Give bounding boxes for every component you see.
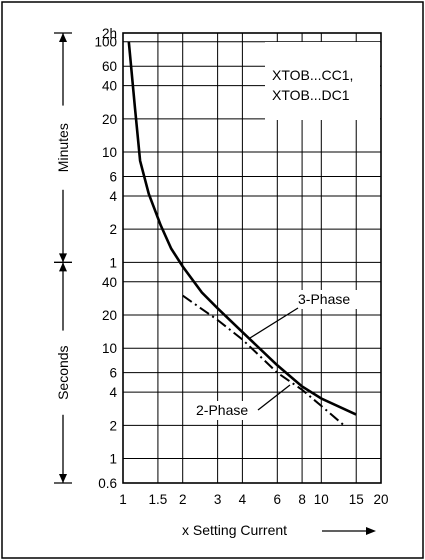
y-tick-label: 10 (102, 341, 117, 356)
y-tick-label: 20 (102, 308, 117, 323)
y-tick-label: 1 (109, 255, 117, 270)
y-tick-label: 20 (102, 112, 117, 127)
y-tick-label: 6 (109, 170, 117, 185)
y-tick-label: 2h (102, 26, 117, 41)
x-tick-label: 4 (239, 492, 247, 507)
y-group-indicators: Minutes Seconds (54, 32, 72, 484)
y-tick-label: 2 (109, 222, 117, 237)
y-tick-label: 100 (94, 35, 117, 50)
x-tick-label: 1.5 (149, 492, 168, 507)
y-tick-label: 4 (109, 189, 117, 204)
series (127, 41, 357, 427)
x-tick-label: 15 (349, 492, 364, 507)
x-tick-label: 8 (298, 492, 306, 507)
arrow-down-icon (59, 474, 67, 483)
y-tick-label: 2 (109, 418, 117, 433)
series-label-bg (192, 401, 258, 420)
y-group-label: Minutes (55, 123, 71, 172)
x-tick-label: 20 (373, 492, 388, 507)
arrow-right-icon (366, 527, 376, 535)
x-tick-label: 2 (179, 492, 187, 507)
x-axis-title: x Setting Current (182, 522, 287, 538)
plot-area (122, 32, 382, 484)
arrow-up-icon (59, 262, 67, 272)
arrow-up-icon (59, 33, 67, 42)
y-tick-label: 1 (109, 452, 117, 467)
y-group-label: Seconds (55, 345, 71, 399)
series-label-leader (257, 384, 291, 411)
series-line-2-phase (182, 294, 345, 427)
y-tick-label: 6 (109, 366, 117, 381)
series-labels: 3-Phase 2-Phase (192, 290, 360, 420)
note-line-2: XTOB...DC1 (272, 87, 350, 103)
y-tick-label: 4 (109, 385, 117, 400)
x-axis-title-group: x Setting Current (182, 522, 376, 538)
note-box (265, 42, 380, 120)
series-label-leader (249, 307, 299, 339)
series-label-bg (294, 290, 360, 309)
x-tick-label: 3 (214, 492, 222, 507)
series-line-3-phase (127, 41, 357, 416)
y-tick-label: 40 (102, 79, 117, 94)
y-tick-label: 10 (102, 145, 117, 160)
y-tick-label: 40 (102, 275, 117, 290)
y-tick-label: 60 (102, 59, 117, 74)
x-tick-label: 6 (274, 492, 282, 507)
x-tick-label: 10 (314, 492, 329, 507)
x-tick-label: 1 (119, 492, 127, 507)
arrow-down-icon (59, 253, 67, 263)
series-label: 2-Phase (196, 402, 248, 418)
series-label: 3-Phase (298, 291, 350, 307)
note-line-1: XTOB...CC1, (272, 67, 353, 83)
y-tick-label: 0.6 (98, 476, 117, 491)
